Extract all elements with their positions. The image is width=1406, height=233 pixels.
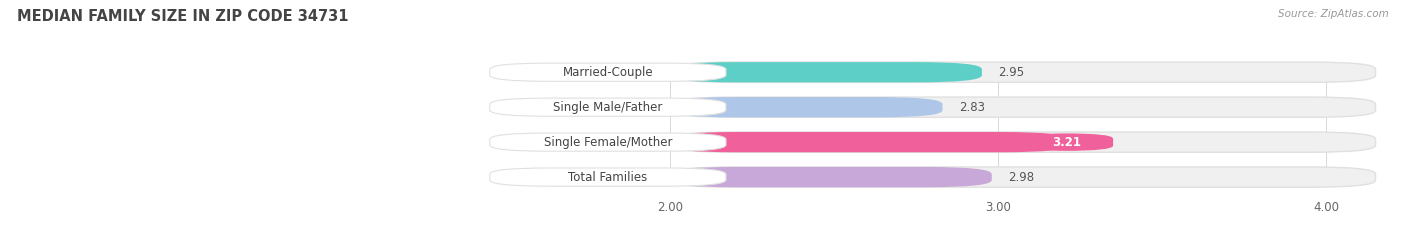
Text: Married-Couple: Married-Couple: [562, 66, 654, 79]
Text: Single Male/Father: Single Male/Father: [553, 101, 662, 114]
FancyBboxPatch shape: [489, 98, 725, 116]
Text: Single Female/Mother: Single Female/Mother: [544, 136, 672, 149]
Text: Source: ZipAtlas.com: Source: ZipAtlas.com: [1278, 9, 1389, 19]
Text: 2.95: 2.95: [998, 66, 1025, 79]
Text: MEDIAN FAMILY SIZE IN ZIP CODE 34731: MEDIAN FAMILY SIZE IN ZIP CODE 34731: [17, 9, 349, 24]
FancyBboxPatch shape: [671, 97, 1375, 117]
Text: Total Families: Total Families: [568, 171, 648, 184]
FancyBboxPatch shape: [671, 167, 1375, 187]
Text: 2.83: 2.83: [959, 101, 984, 114]
FancyBboxPatch shape: [671, 62, 981, 82]
FancyBboxPatch shape: [489, 133, 725, 151]
Text: 2.98: 2.98: [1008, 171, 1035, 184]
Text: 3.21: 3.21: [1053, 136, 1081, 149]
FancyBboxPatch shape: [671, 62, 1375, 82]
FancyBboxPatch shape: [671, 132, 1067, 152]
FancyBboxPatch shape: [671, 167, 991, 187]
FancyBboxPatch shape: [671, 132, 1375, 152]
FancyBboxPatch shape: [671, 97, 942, 117]
FancyBboxPatch shape: [1021, 133, 1114, 151]
FancyBboxPatch shape: [489, 63, 725, 81]
FancyBboxPatch shape: [489, 168, 725, 186]
